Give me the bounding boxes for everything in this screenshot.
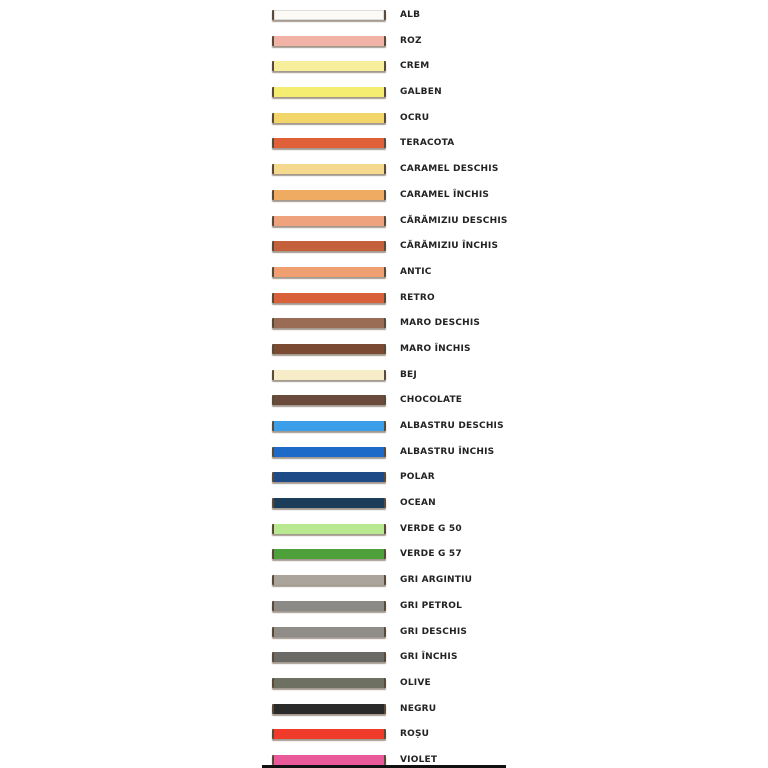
color-row: MARO ÎNCHIS [270, 342, 570, 356]
color-label: ALBASTRU ÎNCHIS [400, 446, 495, 457]
color-label: OLIVE [400, 677, 431, 688]
color-label: GRI DESCHIS [400, 626, 468, 637]
color-row: VERDE G 57 [270, 547, 570, 561]
color-label: GALBEN [400, 87, 442, 98]
color-swatch [272, 266, 386, 277]
color-swatch [272, 523, 386, 534]
color-swatch [272, 652, 386, 663]
color-label: ALBASTRU DESCHIS [400, 421, 504, 432]
color-label: OCEAN [400, 498, 436, 509]
color-swatch [272, 755, 386, 765]
color-row: CARAMEL DESCHIS [270, 162, 570, 176]
color-swatch [272, 318, 386, 329]
color-row: VIOLET [270, 753, 570, 767]
color-swatch [272, 292, 386, 303]
color-swatch [272, 729, 386, 740]
color-row: CARAMEL ÎNCHIS [270, 188, 570, 202]
color-row: OCRU [270, 111, 570, 125]
color-row: GRI ARGINTIU [270, 573, 570, 587]
color-swatch [272, 575, 386, 586]
color-label: ROȘU [400, 729, 430, 740]
color-label: OCRU [400, 112, 430, 123]
color-label: BEJ [400, 369, 417, 380]
color-row: TERACOTA [270, 136, 570, 150]
color-row: CĂRĂMIZIU ÎNCHIS [270, 239, 570, 253]
color-swatch [272, 87, 386, 98]
color-label: TERACOTA [400, 138, 455, 149]
color-row: CĂRĂMIZIU DESCHIS [270, 214, 570, 228]
color-swatch [272, 138, 386, 149]
color-swatch [272, 446, 386, 457]
color-swatch [272, 677, 386, 688]
color-label: CARAMEL ÎNCHIS [400, 189, 490, 200]
color-label: VERDE G 50 [400, 523, 462, 534]
color-row: RETRO [270, 291, 570, 305]
color-swatch [272, 600, 386, 611]
color-swatch [272, 498, 386, 509]
color-row: GALBEN [270, 85, 570, 99]
color-label: CĂRĂMIZIU ÎNCHIS [400, 241, 499, 252]
color-swatch [272, 703, 386, 714]
color-label: NEGRU [400, 703, 437, 714]
color-label: POLAR [400, 472, 435, 483]
color-label: CĂRĂMIZIU DESCHIS [400, 215, 508, 226]
color-row: GRI PETROL [270, 599, 570, 613]
color-swatch [272, 421, 386, 432]
color-row: GRI ÎNCHIS [270, 650, 570, 664]
color-label: CHOCOLATE [400, 395, 463, 406]
color-label: RETRO [400, 292, 435, 303]
color-label: VIOLET [400, 755, 438, 765]
color-row: ROȘU [270, 727, 570, 741]
color-label: VERDE G 57 [400, 549, 462, 560]
color-label: MARO ÎNCHIS [400, 343, 471, 354]
color-swatch [272, 61, 386, 72]
color-label: ANTIC [400, 266, 432, 277]
color-swatch [272, 472, 386, 483]
color-row: BEJ [270, 368, 570, 382]
color-swatch [272, 241, 386, 252]
color-swatch [272, 112, 386, 123]
color-row: OLIVE [270, 676, 570, 690]
color-row: ALBASTRU DESCHIS [270, 419, 570, 433]
color-swatch [272, 10, 386, 20]
color-row: ROZ [270, 34, 570, 48]
color-label: GRI PETROL [400, 600, 462, 611]
color-row: CREM [270, 59, 570, 73]
color-row: ALBASTRU ÎNCHIS [270, 445, 570, 459]
color-swatch [272, 189, 386, 200]
color-swatch [272, 343, 386, 354]
color-swatch [272, 164, 386, 175]
color-row: POLAR [270, 470, 570, 484]
color-label: GRI ARGINTIU [400, 575, 473, 586]
color-label: GRI ÎNCHIS [400, 652, 458, 663]
color-label: CARAMEL DESCHIS [400, 164, 499, 175]
color-swatch [272, 215, 386, 226]
color-label: MARO DESCHIS [400, 318, 481, 329]
color-row: MARO DESCHIS [270, 316, 570, 330]
color-label: CREM [400, 61, 430, 72]
color-row: ANTIC [270, 265, 570, 279]
color-row: CHOCOLATE [270, 393, 570, 407]
bottom-divider [262, 765, 506, 768]
color-row: GRI DESCHIS [270, 625, 570, 639]
color-swatch [272, 395, 386, 406]
color-row: NEGRU [270, 702, 570, 716]
color-label: ALB [400, 10, 421, 20]
color-label: ROZ [400, 35, 422, 46]
color-row: ALB [270, 8, 570, 22]
color-swatch [272, 369, 386, 380]
color-swatch [272, 626, 386, 637]
color-swatch [272, 35, 386, 46]
color-row: OCEAN [270, 496, 570, 510]
color-swatch [272, 549, 386, 560]
color-row: VERDE G 50 [270, 522, 570, 536]
